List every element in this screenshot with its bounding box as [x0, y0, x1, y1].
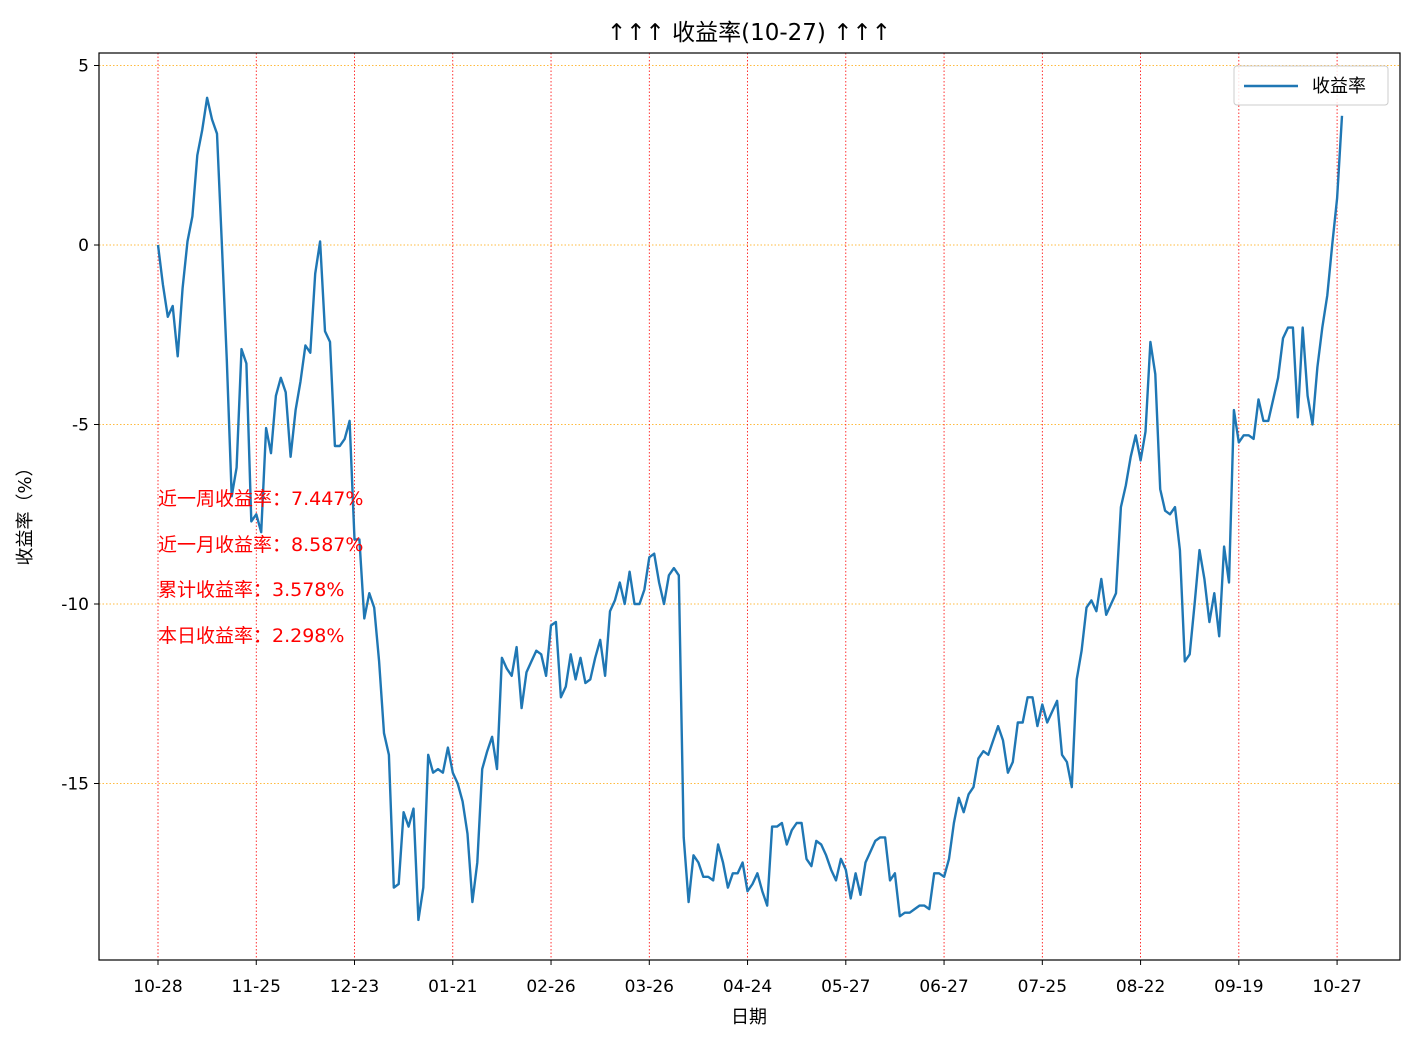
series-line-return — [156, 96, 1344, 922]
x-tick-label: 07-25 — [1018, 977, 1067, 997]
plot-frame — [98, 52, 1401, 961]
x-tick-label: 11-25 — [232, 977, 281, 997]
legend-label: 收益率 — [1312, 76, 1366, 97]
y-tick-label: -15 — [61, 775, 89, 795]
annotation-text: 近一月收益率：8.587% — [158, 534, 363, 556]
y-axis-title: 收益率（%） — [15, 458, 36, 565]
x-tick-label: 08-22 — [1116, 977, 1165, 997]
annotation-text: 累计收益率：3.578% — [158, 579, 344, 601]
y-tick-label: -10 — [61, 595, 89, 615]
y-tick-label: 5 — [78, 57, 89, 77]
x-tick-label: 06-27 — [919, 977, 968, 997]
x-tick-label: 10-27 — [1312, 977, 1361, 997]
annotation-text: 本日收益率：2.298% — [158, 625, 344, 647]
x-axis-title: 日期 — [731, 1007, 767, 1028]
x-tick-label: 09-19 — [1214, 977, 1263, 997]
legend-box — [1233, 65, 1389, 106]
y-tick-label: -5 — [72, 416, 89, 436]
annotation-text: 近一周收益率：7.447% — [158, 488, 363, 510]
x-tick-label: 05-27 — [821, 977, 870, 997]
legend: 收益率 — [1233, 65, 1389, 106]
x-tick-label: 01-21 — [428, 977, 477, 997]
x-tick-label: 12-23 — [330, 977, 379, 997]
x-tick-label: 03-26 — [625, 977, 674, 997]
series-layer — [156, 96, 1344, 922]
annotations: 近一周收益率：7.447% 近一月收益率：8.587% 累计收益率：3.578% 本日… — [158, 488, 363, 647]
x-tick-label: 10-28 — [133, 977, 182, 997]
x-tick-label: 02-26 — [526, 977, 575, 997]
y-tick-label: 0 — [78, 236, 89, 256]
chart-title: ↑↑↑ 收益率(10-27) ↑↑↑ — [607, 20, 891, 46]
x-tick-label: 04-24 — [723, 977, 772, 997]
axis-ticks: 5 0 -5 -10 -15 10-28 11-25 12-23 01-21 02-26 03-26… — [61, 57, 1362, 998]
